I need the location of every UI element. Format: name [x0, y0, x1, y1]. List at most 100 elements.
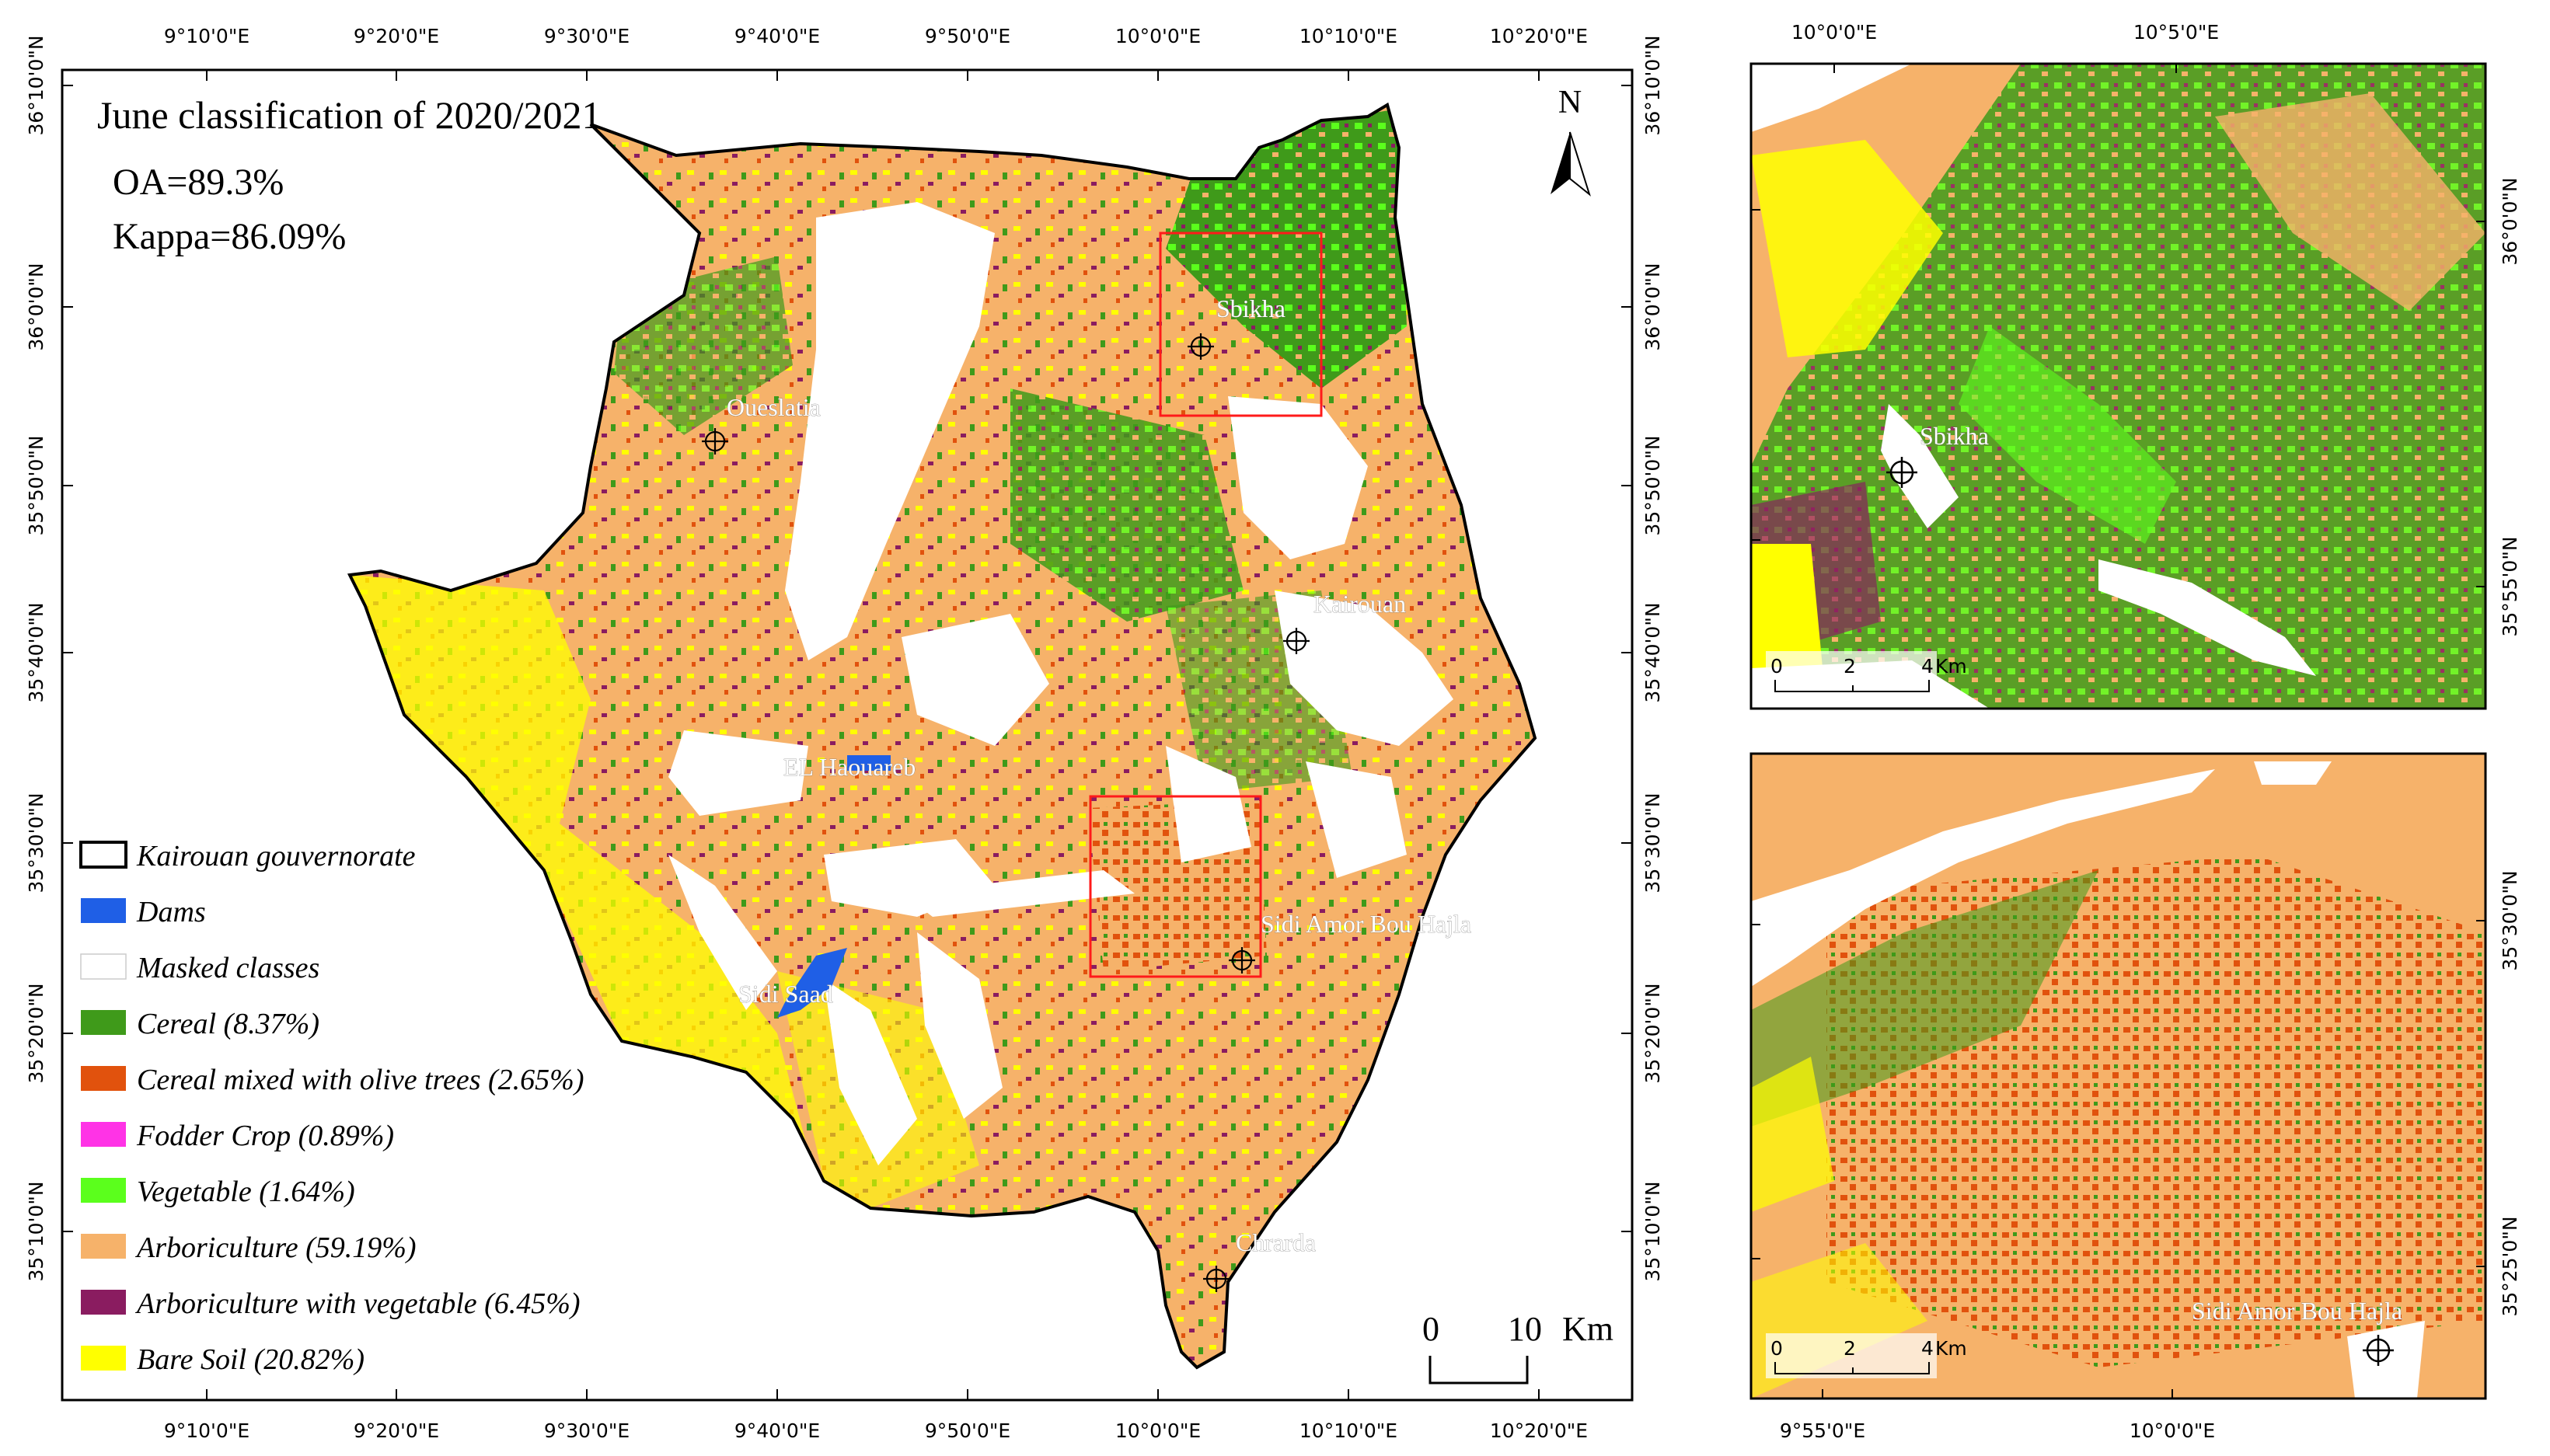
- inset-top-lon-label: 10°0'0"E: [1791, 21, 1877, 44]
- legend-item: Masked classes: [80, 952, 319, 984]
- place-label: Sbikha: [1216, 294, 1285, 322]
- place-label: Sidi Amor Bou Hajla: [1261, 910, 1471, 938]
- right-lat-label: 35°50'0"N: [1641, 435, 1664, 535]
- inset-bot-lat-label: 35°30'0"N: [2499, 870, 2521, 970]
- highlight-box-sidi-amor: [1089, 795, 1262, 978]
- legend-item: Vegetable (1.64%): [81, 1176, 355, 1208]
- place-label: Sidi Saad: [738, 980, 833, 1008]
- right-lat-label: 36°10'0"N: [1641, 35, 1664, 135]
- inset-sbikha-graticule: 10°0'0"E 10°5'0"E 36°0'0"N 35°55'0"N: [1751, 21, 2521, 637]
- scale-bar: 0 10 Km: [1422, 1310, 1613, 1385]
- legend-label: Masked classes: [136, 952, 319, 984]
- bottom-lon-label: 10°20'0"E: [1490, 1419, 1588, 1442]
- top-lon-label: 9°10'0"E: [164, 25, 249, 47]
- legend-swatch: [80, 953, 127, 980]
- svg-text:0: 0: [1422, 1310, 1439, 1348]
- svg-text:0: 0: [1770, 1337, 1783, 1360]
- svg-text:Km: Km: [1935, 655, 1967, 677]
- inset-sbikha: 10°0'0"E 10°5'0"E 36°0'0"N 35°55'0"N Sbikha…: [1749, 21, 2521, 710]
- place-markers: Oueslatia Sbikha Kairouan EL Haouareb Sidi S…: [702, 294, 1471, 1292]
- inset-sidi-amor-graticule: 9°55'0"E 10°0'0"E 35°30'0"N 35°25'0"N: [1751, 870, 2521, 1442]
- dam-haouareb: [847, 755, 891, 771]
- bottom-lon-label: 9°30'0"E: [544, 1419, 630, 1442]
- right-lat-label: 35°40'0"N: [1641, 602, 1664, 702]
- inset-bot-lat-label: 35°25'0"N: [2499, 1216, 2521, 1316]
- main-map: 9°10'0"E 9°10'0"E 9°20'0"E 9°20'0"E 9°30'0"E…: [25, 25, 1664, 1442]
- top-lon-label: 10°10'0"E: [1299, 25, 1397, 47]
- inset-sbikha-scale-bar: 0 2 4 Km: [1766, 651, 1967, 696]
- legend-item: Arboriculture with vegetable (6.45%): [81, 1287, 581, 1320]
- place-marker-icon: [2363, 1335, 2394, 1366]
- svg-text:2: 2: [1844, 1337, 1856, 1360]
- place-label: Oueslatia: [727, 393, 821, 421]
- right-lat-label: 35°20'0"N: [1641, 983, 1664, 1083]
- legend-swatch: [81, 1178, 126, 1203]
- bottom-lon-label: 10°0'0"E: [1115, 1419, 1201, 1442]
- right-lat-label: 36°0'0"N: [1641, 263, 1664, 350]
- left-lat-label: 35°50'0"N: [25, 435, 47, 535]
- inset-sidi-amor: 9°55'0"E 10°0'0"E 35°30'0"N 35°25'0"N Sidi …: [1749, 752, 2521, 1442]
- kappa-value: Kappa=86.09%: [113, 216, 346, 257]
- legend-swatch: [81, 1066, 126, 1091]
- legend-label: Cereal (8.37%): [137, 1008, 319, 1040]
- legend-label: Arboriculture with vegetable (6.45%): [134, 1287, 581, 1320]
- bottom-lon-label: 10°10'0"E: [1299, 1419, 1397, 1442]
- dam-sidi-saad: [777, 948, 847, 1018]
- svg-text:0: 0: [1770, 655, 1783, 677]
- legend-swatch: [81, 1290, 126, 1315]
- svg-text:10: 10: [1508, 1310, 1542, 1348]
- place-marker-icon: [1229, 947, 1255, 974]
- inset-sbikha-place: Sbikha: [1886, 422, 1989, 488]
- left-lat-label: 35°30'0"N: [25, 792, 47, 893]
- inset-top-lon-label: 10°5'0"E: [2133, 21, 2219, 44]
- place-marker-icon: [1283, 628, 1310, 654]
- top-lon-label: 9°40'0"E: [734, 25, 820, 47]
- left-lat-label: 35°40'0"N: [25, 602, 47, 702]
- svg-text:Sbikha: Sbikha: [1920, 422, 1989, 450]
- legend-item: Kairouan gouvernorate: [79, 840, 416, 873]
- inset-bot-lon-label: 9°55'0"E: [1780, 1419, 1865, 1442]
- svg-text:Sidi Amor Bou Hajla: Sidi Amor Bou Hajla: [2192, 1297, 2402, 1325]
- legend-label: Fodder Crop (0.89%): [136, 1120, 394, 1152]
- legend-label: Dams: [136, 896, 206, 928]
- map-title: June classification of 2020/2021: [97, 93, 602, 137]
- legend-item: Cereal (8.37%): [81, 1008, 319, 1040]
- inset-sidi-amor-scale-bar: 0 2 4 Km: [1766, 1333, 1967, 1378]
- bottom-lon-label: 9°20'0"E: [354, 1419, 439, 1442]
- left-lat-label: 36°10'0"N: [25, 35, 47, 135]
- legend-item: Dams: [81, 896, 206, 928]
- bottom-lon-label: 9°50'0"E: [925, 1419, 1010, 1442]
- legend-label: Arboriculture (59.19%): [134, 1231, 417, 1264]
- overall-accuracy: OA=89.3%: [113, 162, 284, 203]
- svg-text:4: 4: [1921, 655, 1934, 677]
- legend-swatch: [81, 1346, 126, 1371]
- legend-item: Bare Soil (20.82%): [81, 1343, 365, 1376]
- legend: Kairouan gouvernorate Dams Masked classes C…: [79, 840, 584, 1376]
- inset-top-lat-label: 35°55'0"N: [2499, 536, 2521, 636]
- legend-swatch: [81, 1010, 126, 1035]
- svg-text:Km: Km: [1562, 1310, 1613, 1348]
- inset-sidi-amor-frame: [1749, 752, 2487, 1400]
- legend-item: Arboriculture (59.19%): [81, 1231, 417, 1264]
- legend-swatch: [81, 898, 126, 923]
- top-lon-label: 9°30'0"E: [544, 25, 630, 47]
- right-lat-label: 35°10'0"N: [1641, 1181, 1664, 1281]
- left-lat-label: 36°0'0"N: [25, 263, 47, 350]
- top-lon-label: 10°0'0"E: [1115, 25, 1201, 47]
- legend-label: Kairouan gouvernorate: [136, 840, 416, 873]
- top-lon-label: 9°50'0"E: [925, 25, 1010, 47]
- legend-label: Vegetable (1.64%): [137, 1176, 355, 1208]
- place-marker-icon: [702, 428, 728, 455]
- inset-sidi-amor-place: Sidi Amor Bou Hajla: [2192, 1297, 2402, 1366]
- place-label: Kairouan: [1313, 590, 1406, 618]
- legend-swatch: [81, 1234, 126, 1259]
- legend-item: Cereal mixed with olive trees (2.65%): [81, 1064, 584, 1096]
- legend-swatch: [81, 1122, 126, 1147]
- svg-text:2: 2: [1844, 655, 1856, 677]
- legend-item: Fodder Crop (0.89%): [81, 1120, 394, 1152]
- legend-label: Cereal mixed with olive trees (2.65%): [137, 1064, 584, 1096]
- left-lat-label: 35°10'0"N: [25, 1181, 47, 1281]
- north-arrow-icon: N: [1551, 85, 1591, 197]
- svg-text:4: 4: [1921, 1337, 1934, 1360]
